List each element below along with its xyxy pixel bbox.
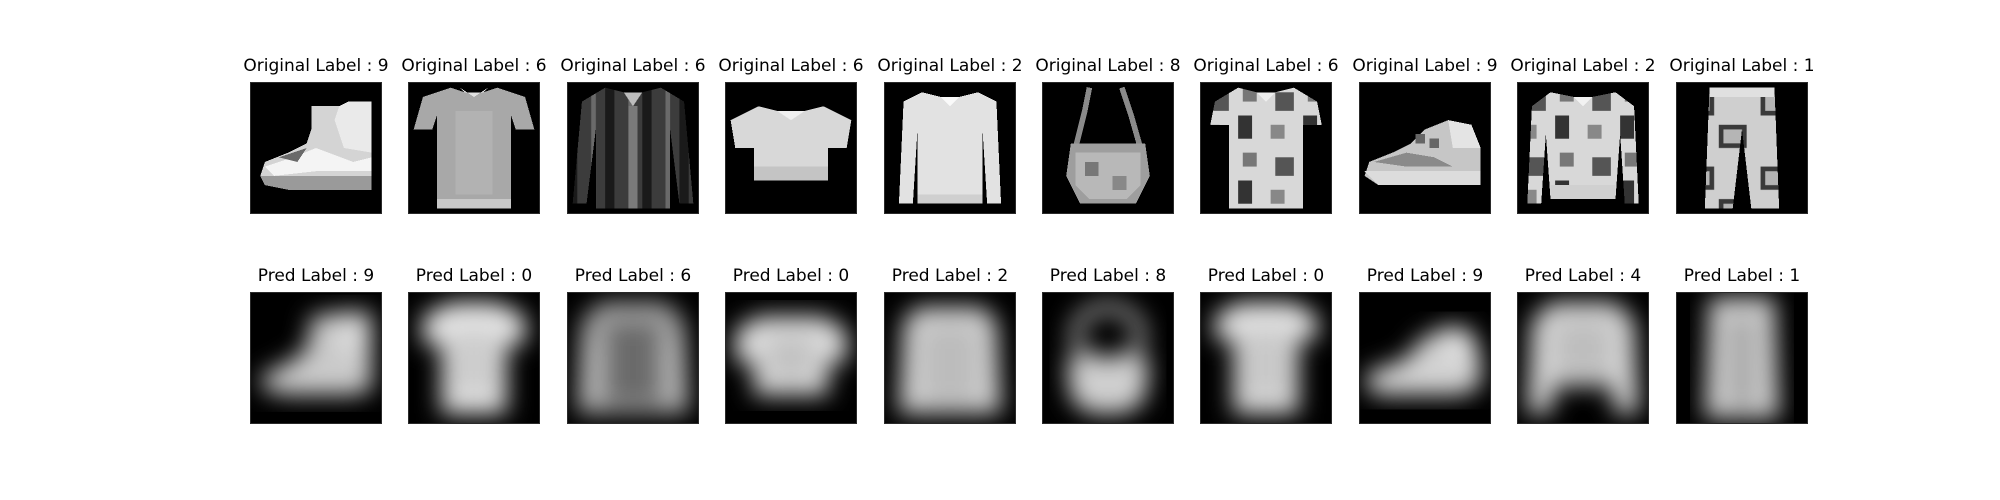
prediction-label: Pred Label : 2 bbox=[891, 266, 1009, 286]
trouser-image bbox=[1676, 292, 1808, 424]
original-cell: Original Label : 2 bbox=[865, 56, 1035, 216]
prediction-label: Pred Label : 0 bbox=[732, 266, 850, 286]
shirt-image bbox=[567, 292, 699, 424]
prediction-cell: Pred Label : 4 bbox=[1498, 266, 1668, 426]
prediction-cell: Pred Label : 2 bbox=[865, 266, 1035, 426]
ankle-boot-image bbox=[250, 82, 382, 214]
prediction-label: Pred Label : 0 bbox=[1207, 266, 1325, 286]
t-shirt-image bbox=[408, 292, 540, 424]
bag-image bbox=[1042, 82, 1174, 214]
original-label: Original Label : 6 bbox=[1193, 56, 1339, 76]
pullover-image bbox=[1517, 82, 1649, 214]
original-label: Original Label : 6 bbox=[401, 56, 547, 76]
shirt-image bbox=[567, 82, 699, 214]
shirt-image bbox=[725, 82, 857, 214]
original-cell: Original Label : 6 bbox=[389, 56, 559, 216]
original-cell: Original Label : 1 bbox=[1657, 56, 1827, 216]
ankle-boot-image bbox=[250, 292, 382, 424]
prediction-label: Pred Label : 6 bbox=[574, 266, 692, 286]
t-shirt-image bbox=[725, 292, 857, 424]
prediction-label: Pred Label : 9 bbox=[257, 266, 375, 286]
original-label: Original Label : 6 bbox=[560, 56, 706, 76]
prediction-cell: Pred Label : 0 bbox=[1181, 266, 1351, 426]
prediction-label: Pred Label : 0 bbox=[415, 266, 533, 286]
prediction-label: Pred Label : 8 bbox=[1049, 266, 1167, 286]
prediction-label: Pred Label : 4 bbox=[1524, 266, 1642, 286]
original-images-row: Original Label : 9 Original Label : 6 bbox=[0, 56, 2000, 216]
prediction-cell: Pred Label : 9 bbox=[1340, 266, 1510, 426]
ankle-boot-image bbox=[1359, 82, 1491, 214]
predicted-images-row: Pred Label : 9 Pred Label : 0 bbox=[0, 266, 2000, 426]
original-label: Original Label : 6 bbox=[718, 56, 864, 76]
shirt-image bbox=[1200, 82, 1332, 214]
original-label: Original Label : 1 bbox=[1669, 56, 1815, 76]
prediction-cell: Pred Label : 0 bbox=[389, 266, 559, 426]
original-label: Original Label : 2 bbox=[877, 56, 1023, 76]
prediction-label: Pred Label : 1 bbox=[1683, 266, 1801, 286]
original-label: Original Label : 9 bbox=[243, 56, 389, 76]
original-cell: Original Label : 2 bbox=[1498, 56, 1668, 216]
pullover-image bbox=[884, 82, 1016, 214]
trouser-image bbox=[1676, 82, 1808, 214]
prediction-cell: Pred Label : 1 bbox=[1657, 266, 1827, 426]
original-cell: Original Label : 6 bbox=[548, 56, 718, 216]
pullover-image bbox=[884, 292, 1016, 424]
prediction-cell: Pred Label : 0 bbox=[706, 266, 876, 426]
prediction-label: Pred Label : 9 bbox=[1366, 266, 1484, 286]
prediction-cell: Pred Label : 6 bbox=[548, 266, 718, 426]
original-cell: Original Label : 9 bbox=[231, 56, 401, 216]
original-cell: Original Label : 9 bbox=[1340, 56, 1510, 216]
ankle-boot-image bbox=[1359, 292, 1491, 424]
original-label: Original Label : 2 bbox=[1510, 56, 1656, 76]
prediction-cell: Pred Label : 8 bbox=[1023, 266, 1193, 426]
prediction-cell: Pred Label : 9 bbox=[231, 266, 401, 426]
shirt-image bbox=[408, 82, 540, 214]
original-cell: Original Label : 8 bbox=[1023, 56, 1193, 216]
original-label: Original Label : 8 bbox=[1035, 56, 1181, 76]
original-cell: Original Label : 6 bbox=[706, 56, 876, 216]
original-cell: Original Label : 6 bbox=[1181, 56, 1351, 216]
t-shirt-image bbox=[1200, 292, 1332, 424]
coat-image bbox=[1517, 292, 1649, 424]
bag-image bbox=[1042, 292, 1174, 424]
original-label: Original Label : 9 bbox=[1352, 56, 1498, 76]
